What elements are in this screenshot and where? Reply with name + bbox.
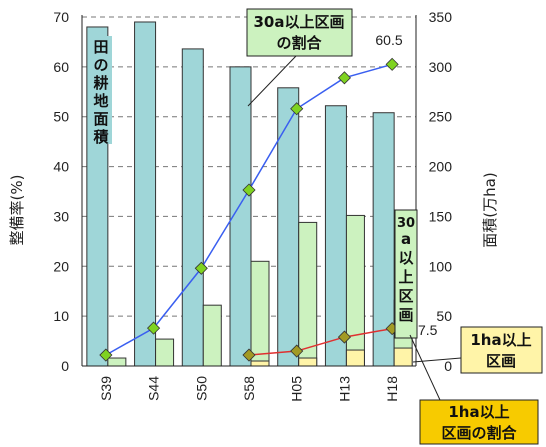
x-tick-label: S50 bbox=[193, 376, 209, 401]
bar bbox=[202, 304, 222, 367]
label-paddy-area-char: 地 bbox=[93, 92, 108, 110]
callout-30a-ratio-leader bbox=[247, 55, 297, 107]
y-right-tick-label: 250 bbox=[429, 109, 453, 125]
callout-1ha-ratio: 1ha以上 区画の割合 bbox=[409, 334, 539, 445]
y-right-tick-label: 50 bbox=[436, 308, 452, 324]
label-30a-area-char: 画 bbox=[398, 306, 413, 324]
label-paddy-area-char: 田 bbox=[93, 38, 108, 56]
y-left-tick-label: 20 bbox=[53, 258, 69, 274]
label-paddy-area-char: 積 bbox=[92, 128, 109, 146]
callout-1ha-leader bbox=[412, 357, 462, 363]
bar bbox=[324, 105, 347, 367]
bar bbox=[181, 48, 204, 367]
x-tick-label: H18 bbox=[384, 376, 400, 402]
series-marker bbox=[290, 344, 304, 358]
series-marker bbox=[290, 102, 304, 116]
data-label-1ha-last: 7.5 bbox=[418, 322, 438, 338]
series-marker bbox=[242, 183, 256, 197]
bar bbox=[250, 360, 270, 367]
series-marker bbox=[99, 348, 113, 362]
y-left-tick-label: 70 bbox=[53, 9, 69, 25]
label-paddy-area-char: 面 bbox=[93, 110, 108, 128]
label-30a-area-char: 区 bbox=[398, 287, 413, 305]
series-marker bbox=[147, 321, 161, 335]
callout-1ha-ratio-line2: 区画の割合 bbox=[441, 424, 517, 442]
bar bbox=[298, 221, 318, 367]
x-tick-label: H13 bbox=[336, 376, 352, 402]
label-30a-area-char: a bbox=[401, 230, 411, 248]
y-left-tick-label: 60 bbox=[53, 59, 69, 75]
y-right-tick-label: 100 bbox=[429, 258, 453, 274]
callout-30a-ratio-line1: 30a以上区画 bbox=[254, 13, 345, 31]
series-marker bbox=[337, 71, 351, 85]
y-axis-left-title: 整備率(%) bbox=[8, 175, 26, 246]
series-marker bbox=[194, 261, 208, 275]
callout-1ha-ratio-line1: 1ha以上 bbox=[448, 403, 509, 421]
y-right-tick-label: 150 bbox=[429, 208, 453, 224]
y-left-tick-label: 10 bbox=[53, 308, 69, 324]
callout-1ha: 1ha以上 区画 bbox=[412, 326, 543, 374]
x-tick-label: S44 bbox=[146, 376, 162, 401]
bar bbox=[345, 349, 365, 367]
y-axis-right-title: 面積(万ha) bbox=[481, 172, 499, 247]
series-line bbox=[248, 327, 393, 356]
label-paddy-area-char: の bbox=[93, 56, 108, 74]
bar bbox=[345, 214, 365, 367]
callout-30a-ratio: 30a以上区画 の割合 bbox=[246, 8, 353, 107]
y-right-tick-label: 200 bbox=[429, 159, 453, 175]
label-paddy-area: 田 の 耕 地 面 積 bbox=[90, 36, 112, 146]
data-label-30a-last: 60.5 bbox=[375, 32, 402, 48]
callout-1ha-line1: 1ha以上 bbox=[470, 331, 531, 349]
series-marker bbox=[337, 330, 351, 344]
bar bbox=[298, 357, 318, 367]
bar bbox=[250, 260, 270, 367]
y-right-tick-label: 0 bbox=[444, 358, 452, 374]
series-marker bbox=[385, 57, 399, 71]
label-30a-area-char: 30 bbox=[397, 216, 415, 231]
bar bbox=[134, 21, 157, 367]
x-tick-label: H05 bbox=[289, 376, 305, 402]
label-paddy-area-char: 耕 bbox=[93, 74, 108, 92]
bar bbox=[155, 338, 175, 367]
y-left-tick-label: 50 bbox=[53, 109, 69, 125]
bar bbox=[107, 357, 127, 367]
label-30a-area-char: 上 bbox=[398, 268, 413, 286]
x-tick-label: S39 bbox=[98, 376, 114, 401]
axes: 0 0 10 50 20 100 30 150 40 200 50 250 60 300 70 350 S39 S… bbox=[53, 9, 452, 402]
bar bbox=[277, 87, 300, 367]
callout-1ha-ratio-leader bbox=[409, 334, 441, 401]
y-left-tick-label: 0 bbox=[61, 358, 69, 374]
y-left-tick-label: 40 bbox=[53, 159, 69, 175]
label-30a-area-char: 以 bbox=[398, 249, 413, 267]
callout-1ha-line2: 区画 bbox=[486, 352, 516, 370]
bar bbox=[393, 347, 413, 367]
y-left-tick-label: 30 bbox=[53, 208, 69, 224]
y-right-tick-label: 300 bbox=[429, 59, 453, 75]
y-right-tick-label: 350 bbox=[429, 9, 453, 25]
label-30a-area: 30 a 以 上 区 画 bbox=[394, 209, 418, 339]
callout-30a-ratio-line2: の割合 bbox=[276, 34, 322, 52]
x-tick-label: S58 bbox=[241, 376, 257, 401]
series-marker bbox=[242, 348, 256, 362]
